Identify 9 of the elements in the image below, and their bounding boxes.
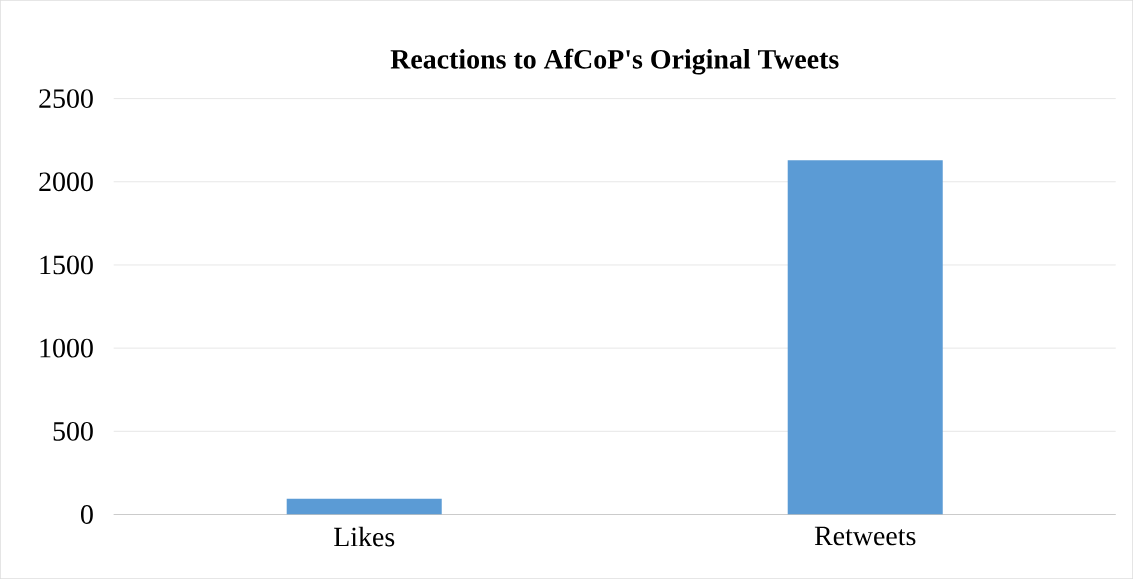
y-tick-label: 1000 — [40, 338, 93, 358]
y-tick-label: 500 — [53, 421, 93, 441]
y-tick-label: 2500 — [39, 89, 93, 108]
y-tick-label: 2000 — [39, 172, 93, 192]
y-tick-label: 1500 — [40, 255, 93, 275]
x-tick-label: Likes — [334, 526, 395, 547]
chart-title: Reactions to AfCoP's Original Tweets — [390, 48, 839, 75]
x-tick-label: Retweets — [814, 526, 916, 546]
y-tick-label: 0 — [81, 505, 93, 524]
